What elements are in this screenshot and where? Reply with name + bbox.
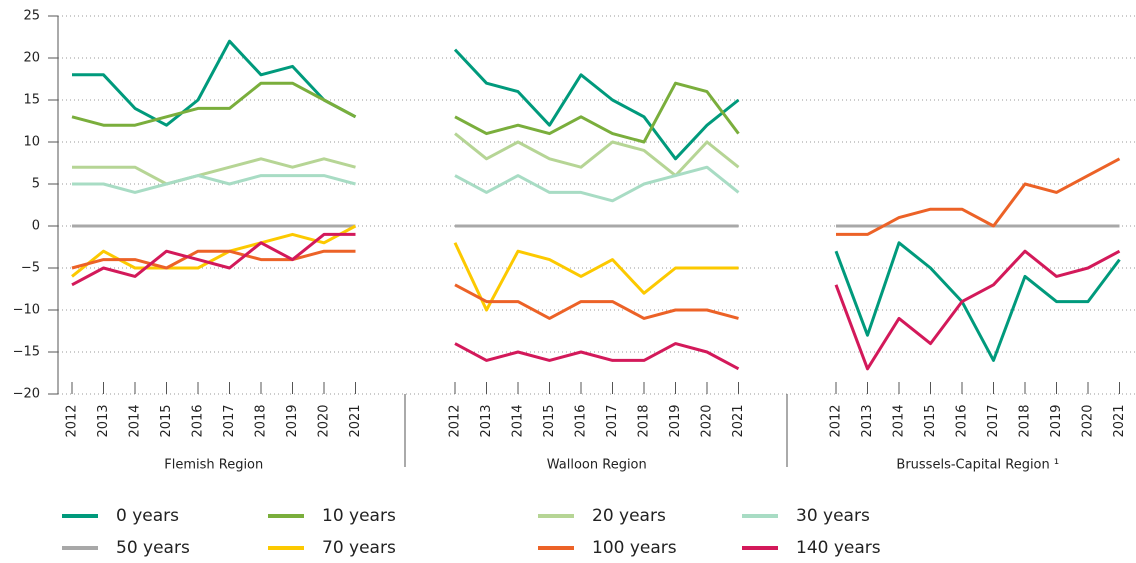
x-tick-label: 2013 [479, 404, 494, 437]
panel-label: Brussels-Capital Region ¹ [896, 458, 1059, 473]
x-tick-label: 2014 [892, 404, 907, 437]
legend-label: 70 years [322, 538, 396, 558]
y-tick-label: 10 [23, 135, 40, 150]
x-tick-label: 2012 [65, 404, 80, 437]
y-tick-label: 20 [23, 51, 40, 66]
x-tick-label: 2020 [700, 404, 715, 437]
x-tick-label: 2017 [222, 404, 237, 437]
series-line [454, 283, 739, 320]
x-tick-label: 2019 [1049, 404, 1064, 437]
x-tick-label: 2015 [542, 404, 557, 437]
y-tick-label: −5 [21, 261, 40, 276]
x-tick-label: 2016 [191, 404, 206, 437]
x-tick-label: 2021 [348, 404, 363, 437]
series-line [454, 81, 740, 144]
legend-label: 50 years [116, 538, 190, 558]
x-tick-label: 2014 [128, 404, 143, 437]
series-line [834, 249, 1121, 371]
y-tick-label: −20 [13, 387, 40, 402]
x-tick-label: 2018 [637, 404, 652, 437]
series-line [72, 174, 356, 194]
x-tick-label: 2020 [1081, 404, 1096, 437]
series-line [71, 81, 357, 127]
legend-label: 10 years [322, 506, 396, 526]
series-line [72, 157, 356, 186]
legend-label: 0 years [116, 506, 179, 526]
y-tick-label: −15 [13, 345, 40, 360]
x-tick-label: 2015 [159, 404, 174, 437]
x-tick-label: 2017 [605, 404, 620, 437]
y-tick-label: −10 [13, 303, 40, 318]
x-tick-label: 2015 [923, 404, 938, 437]
x-tick-label: 2018 [1018, 404, 1033, 437]
y-tick-label: 15 [23, 93, 40, 108]
x-tick-label: 2018 [254, 404, 269, 437]
legend-label: 100 years [592, 538, 677, 558]
series-line [71, 232, 356, 287]
series-line [71, 249, 356, 270]
series-line [454, 165, 740, 203]
series-line [836, 157, 1121, 236]
x-tick-label: 2013 [860, 404, 875, 437]
x-tick-label: 2012 [448, 404, 463, 437]
series-line [454, 132, 740, 178]
panel-label: Flemish Region [164, 458, 263, 473]
legend-label: 140 years [796, 538, 881, 558]
x-tick-label: 2013 [96, 404, 111, 437]
x-tick-label: 2016 [955, 404, 970, 437]
x-tick-label: 2020 [317, 404, 332, 437]
x-tick-label: 2021 [731, 404, 746, 437]
legend-label: 30 years [796, 506, 870, 526]
y-tick-label: 0 [32, 219, 40, 234]
panel-label: Walloon Region [547, 458, 647, 473]
y-tick-label: 5 [32, 177, 40, 192]
x-tick-label: 2019 [285, 404, 300, 437]
series-line [834, 241, 1121, 362]
x-tick-label: 2019 [668, 404, 683, 437]
x-tick-label: 2016 [574, 404, 589, 437]
series-line [72, 39, 357, 127]
series-line [453, 48, 740, 161]
legend-label: 20 years [592, 506, 666, 526]
x-tick-label: 2014 [511, 404, 526, 437]
y-tick-label: 25 [23, 9, 40, 24]
x-tick-label: 2021 [1112, 404, 1127, 437]
series-line [453, 242, 739, 312]
x-tick-label: 2017 [986, 404, 1001, 437]
series-line [454, 342, 740, 371]
x-tick-label: 2012 [829, 404, 844, 437]
